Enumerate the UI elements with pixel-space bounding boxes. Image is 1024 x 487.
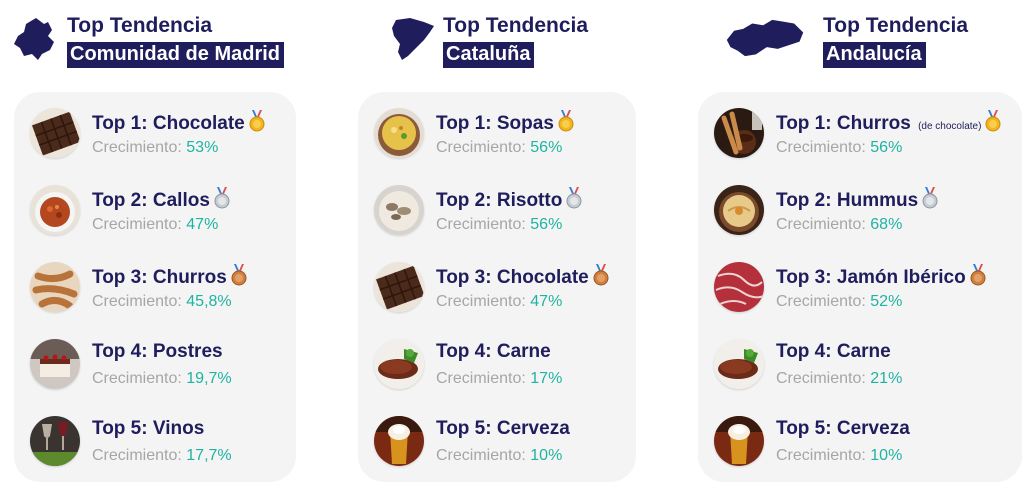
growth-text: Crecimiento: 17% [436,370,563,387]
header-madrid: Top Tendencia Comunidad de Madrid [14,14,304,70]
chocolate-food-icon [30,108,80,158]
growth-value: 56% [870,139,903,156]
item-title: Top 5: Cerveza [436,418,570,439]
risotto-food-icon [374,185,424,235]
cerveza-food-icon [374,416,424,466]
ranking-panel-andalucia: Top 1: Churros (de chocolate) Crecimient… [698,92,1022,482]
postres-food-icon [30,339,80,389]
ranking-panel-cataluna: Top 1: Sopas Crecimiento: 56% Top 2: Ris… [358,92,636,482]
header-cataluna: Top Tendencia Cataluña [390,14,630,70]
growth-value: 19,7% [186,370,232,387]
header-title: Top Tendencia [823,14,969,37]
silver-medal-icon [922,187,938,215]
growth-value: 47% [530,293,563,310]
growth-text: Crecimiento: 10% [436,447,563,464]
header-title: Top Tendencia [67,14,213,37]
item-title: Top 4: Postres [92,341,223,362]
growth-text: Crecimiento: 19,7% [92,370,232,387]
gold-medal-icon [558,110,574,138]
growth-value: 53% [186,139,219,156]
callos-food-icon [30,185,80,235]
churros-chocolate-food-icon [714,108,764,158]
cerveza-food-icon [714,416,764,466]
vinos-food-icon [30,416,80,466]
item-title: Top 2: Callos [92,187,230,215]
growth-value: 21% [870,370,903,387]
growth-value: 10% [870,447,903,464]
bronze-medal-icon [593,264,609,292]
item-title: Top 3: Churros [92,264,247,292]
item-note: (de chocolate) [918,121,982,132]
growth-text: Crecimiento: 45,8% [92,293,232,310]
item-title: Top 1: Sopas [436,110,574,138]
growth-value: 52% [870,293,903,310]
growth-text: Crecimiento: 56% [776,139,903,156]
growth-value: 47% [186,216,219,233]
ranking-panel-madrid: Top 1: Chocolate Crecimiento: 53% Top 2:… [14,92,296,482]
growth-text: Crecimiento: 52% [776,293,903,310]
item-title: Top 4: Carne [436,341,551,362]
jamon-food-icon [714,262,764,312]
growth-text: Crecimiento: 53% [92,139,219,156]
growth-value: 45,8% [186,293,232,310]
growth-text: Crecimiento: 10% [776,447,903,464]
growth-text: Crecimiento: 47% [436,293,563,310]
header-title: Top Tendencia [443,14,589,37]
madrid-map-icon [14,18,54,60]
item-title: Top 3: Chocolate [436,264,609,292]
silver-medal-icon [214,187,230,215]
item-title: Top 1: Chocolate [92,110,265,138]
growth-text: Crecimiento: 56% [436,139,563,156]
carne-food-icon [374,339,424,389]
growth-text: Crecimiento: 47% [92,216,219,233]
growth-value: 56% [530,139,563,156]
growth-value: 68% [870,216,903,233]
item-title: Top 1: Churros (de chocolate) [776,110,1001,138]
item-title: Top 2: Hummus [776,187,938,215]
hummus-food-icon [714,185,764,235]
region-label: Andalucía [823,42,926,68]
header-andalucia: Top Tendencia Andalucía [725,14,985,70]
region-label: Comunidad de Madrid [67,42,284,68]
chocolate-food-icon [374,262,424,312]
growth-text: Crecimiento: 17,7% [92,447,232,464]
item-title: Top 4: Carne [776,341,891,362]
growth-value: 10% [530,447,563,464]
andalucia-map-icon [726,19,804,57]
churros-food-icon [30,262,80,312]
growth-text: Crecimiento: 56% [436,216,563,233]
gold-medal-icon [985,110,1001,138]
bronze-medal-icon [231,264,247,292]
growth-value: 56% [530,216,563,233]
sopas-food-icon [374,108,424,158]
gold-medal-icon [249,110,265,138]
silver-medal-icon [566,187,582,215]
cataluna-map-icon [392,18,434,60]
region-label: Cataluña [443,42,535,68]
growth-text: Crecimiento: 21% [776,370,903,387]
bronze-medal-icon [970,264,986,292]
item-title: Top 3: Jamón Ibérico [776,264,986,292]
growth-value: 17,7% [186,447,232,464]
growth-value: 17% [530,370,563,387]
item-title: Top 5: Cerveza [776,418,910,439]
carne-food-icon [714,339,764,389]
item-title: Top 5: Vinos [92,418,205,439]
growth-text: Crecimiento: 68% [776,216,903,233]
item-title: Top 2: Risotto [436,187,582,215]
